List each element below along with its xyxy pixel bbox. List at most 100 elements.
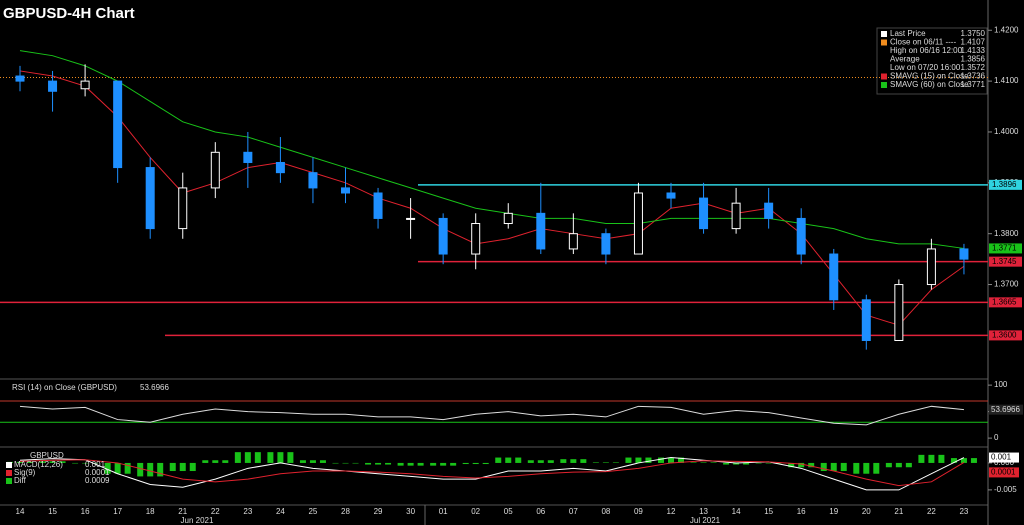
diff-bar xyxy=(17,461,23,463)
diff-bar xyxy=(179,462,186,472)
x-tick-label: 07 xyxy=(569,507,578,516)
legend-value: 1.3736 xyxy=(961,72,986,81)
x-tick-label: 21 xyxy=(894,507,903,516)
x-tick-label: 08 xyxy=(601,507,610,516)
candle-body xyxy=(666,192,676,199)
legend-value: 0.0009 xyxy=(85,476,110,485)
legend-swatch xyxy=(6,462,12,468)
candle-body xyxy=(796,217,806,255)
x-tick-label: 15 xyxy=(48,507,57,516)
level-tag-label: 1.3665 xyxy=(992,297,1017,306)
diff-bar xyxy=(39,461,46,463)
diff-bar xyxy=(505,457,512,463)
candle-body xyxy=(373,192,383,219)
diff-bar xyxy=(960,458,967,463)
diff-bar xyxy=(700,462,707,463)
diff-bar xyxy=(895,462,902,468)
x-tick-label: 23 xyxy=(243,507,252,516)
diff-bar xyxy=(580,459,587,463)
macd-heading: GBPUSD xyxy=(30,451,64,460)
chart-title: GBPUSD-4H Chart xyxy=(3,5,135,22)
rsi-label: RSI (14) on Close (GBPUSD) xyxy=(12,383,117,392)
diff-bar xyxy=(472,462,479,465)
legend-value: 0.0001 xyxy=(85,468,110,477)
y-tick-label: 100 xyxy=(994,380,1008,389)
candle-body xyxy=(926,248,936,286)
diff-bar xyxy=(863,462,870,474)
diff-bar xyxy=(212,460,219,463)
candle-body xyxy=(406,217,416,220)
diff-bar xyxy=(72,462,79,464)
sma-tag-label: 1.3771 xyxy=(992,244,1017,253)
macd-tag xyxy=(989,452,1019,463)
candle-body xyxy=(438,217,448,255)
x-group-label: Jun 2021 xyxy=(181,516,214,525)
diff-bar xyxy=(430,462,437,466)
diff-bar xyxy=(375,462,382,465)
diff-bar xyxy=(743,462,750,465)
x-tick-label: 23 xyxy=(959,507,968,516)
legend-value: 1.3572 xyxy=(961,63,986,72)
legend-value: 1.3750 xyxy=(961,29,986,38)
legend-label: Close on 06/11 ---- xyxy=(890,38,956,47)
diff-bar xyxy=(885,462,892,468)
legend-label: Average xyxy=(890,55,920,64)
legend-swatch xyxy=(881,73,887,80)
candle-body xyxy=(471,223,481,255)
x-tick-label: 17 xyxy=(113,507,122,516)
diff-bar xyxy=(202,460,209,463)
diff-bar xyxy=(950,458,957,463)
candle-body xyxy=(80,80,90,90)
candle-body xyxy=(959,248,969,260)
y-tick-label: 1.4000 xyxy=(994,127,1019,136)
diff-bar xyxy=(397,462,404,466)
diff-bar xyxy=(407,462,414,466)
diff-bar xyxy=(440,462,447,466)
macd-tag-label: 0.001 xyxy=(991,453,1012,462)
diff-bar xyxy=(462,462,469,465)
rsi-line xyxy=(19,405,965,426)
legend-box xyxy=(876,27,988,95)
x-tick-label: 19 xyxy=(829,507,838,516)
rsi-tag xyxy=(989,404,1023,415)
x-tick-label: 15 xyxy=(764,507,773,516)
candle-body xyxy=(308,172,318,189)
diff-bar xyxy=(678,457,684,463)
x-tick-label: 14 xyxy=(16,507,25,516)
diff-bar xyxy=(527,460,534,463)
candle-body xyxy=(699,197,709,230)
diff-bar xyxy=(222,460,229,463)
legend-swatch xyxy=(881,31,887,37)
sma-line xyxy=(19,70,965,326)
diff-bar xyxy=(482,462,489,465)
diff-bar xyxy=(547,460,554,463)
y-tick-label: 1.4100 xyxy=(994,76,1019,85)
candle-body xyxy=(503,212,513,225)
x-tick-label: 22 xyxy=(927,507,936,516)
x-tick-label: 18 xyxy=(146,507,155,516)
x-tick-label: 29 xyxy=(374,507,383,516)
diff-bar xyxy=(602,462,609,463)
y-tick-label: 0.000 xyxy=(994,458,1015,467)
rsi-value: 53.6966 xyxy=(140,383,169,392)
x-tick-label: 14 xyxy=(732,507,741,516)
diff-bar xyxy=(723,462,730,465)
legend-swatch xyxy=(6,470,12,476)
sma-line xyxy=(19,50,965,249)
rsi-tag-label: 53.6966 xyxy=(991,405,1020,414)
x-tick-label: 02 xyxy=(471,507,480,516)
candle-body xyxy=(894,284,904,341)
diff-bar xyxy=(277,452,284,463)
diff-bar xyxy=(840,462,847,472)
x-tick-label: 05 xyxy=(504,507,513,516)
diff-bar xyxy=(658,457,664,463)
diff-bar xyxy=(668,457,674,463)
diff-bar xyxy=(905,462,912,468)
legend-label: High on 06/16 12:00 xyxy=(890,46,963,55)
diff-bar xyxy=(537,460,544,463)
diff-bar xyxy=(27,461,33,463)
x-tick-label: 16 xyxy=(81,507,90,516)
diff-bar xyxy=(690,462,697,463)
